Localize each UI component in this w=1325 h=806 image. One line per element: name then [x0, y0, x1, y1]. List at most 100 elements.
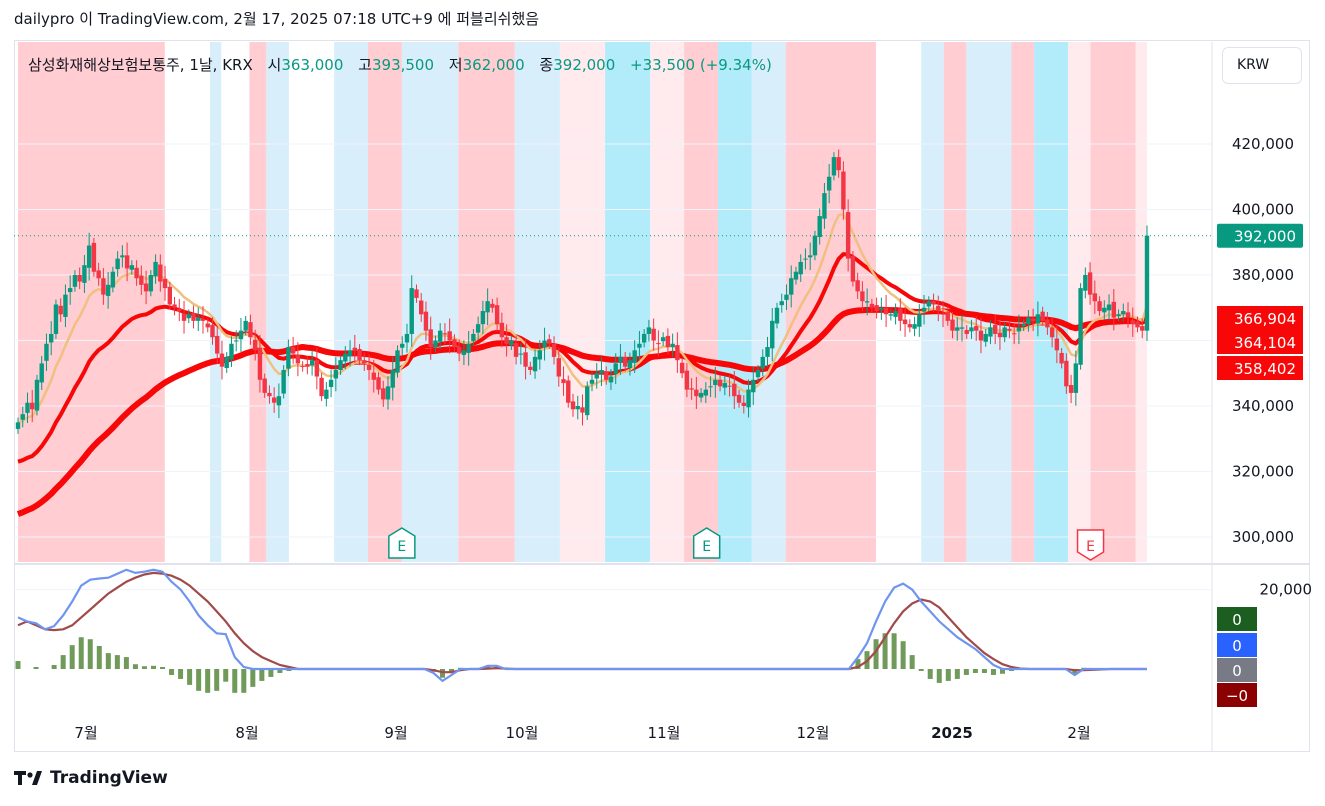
candle-body [902, 319, 908, 325]
candle-body [509, 340, 514, 346]
ma-long-line [16, 306, 1149, 517]
time-tick-label: 8월 [235, 724, 258, 742]
tradingview-footer: TradingView [14, 768, 168, 788]
candle-body [566, 380, 571, 403]
regime-band [785, 42, 877, 562]
candle-body [622, 356, 628, 367]
candle-body [475, 324, 481, 333]
candle-body [855, 280, 860, 292]
macd-histogram-bar [223, 669, 229, 682]
candle-body [879, 307, 884, 310]
candle-body [385, 386, 391, 400]
candle-body [200, 318, 206, 321]
candle-body [238, 330, 244, 340]
candle-body [234, 340, 239, 342]
candle-body [575, 406, 580, 410]
regime-band [684, 42, 718, 562]
low-label: 저 [448, 56, 463, 74]
candle-body [912, 324, 917, 329]
candle-body [177, 309, 182, 312]
candle-body [608, 376, 614, 383]
candle-body [1007, 328, 1012, 331]
earnings-marker[interactable]: E [1076, 529, 1105, 561]
candle-body [532, 356, 538, 372]
candle-body [257, 347, 263, 380]
candle-body [826, 176, 832, 191]
candle-body [651, 328, 656, 341]
price-tick-label: 320,000 [1232, 463, 1294, 481]
candle-body [845, 212, 851, 259]
chart-frame[interactable] [14, 40, 1310, 752]
last-price-label: 392,000 [1234, 228, 1296, 246]
open-value: 363,000 [281, 56, 344, 74]
macd-histogram-bar [69, 645, 75, 669]
earnings-badge-label: E [397, 539, 406, 555]
candle-body [860, 291, 865, 302]
candle-body [1045, 319, 1050, 328]
candle-body [841, 171, 846, 210]
candle-body [945, 311, 950, 321]
macd-value-badge [1217, 683, 1257, 707]
regime-band [209, 42, 222, 562]
candle-body [110, 271, 116, 288]
candle-body [53, 304, 59, 334]
candle-body [139, 275, 144, 285]
candle-body [362, 360, 367, 364]
candle-body [807, 255, 813, 258]
candle-body [551, 343, 557, 357]
candle-body [950, 319, 955, 331]
macd-histogram-bar [96, 645, 102, 669]
candle-body [755, 369, 761, 378]
candle-body [1092, 293, 1098, 302]
candle-body [352, 347, 358, 351]
candle-body [765, 347, 770, 357]
candle-body [940, 313, 946, 315]
ma-value-badge [1217, 306, 1303, 330]
macd-histogram-bar [855, 659, 861, 669]
candle-body [708, 386, 713, 388]
candle-body [1144, 235, 1150, 331]
earnings-marker[interactable]: E [388, 527, 416, 559]
candle-body [898, 308, 903, 321]
candle-body [561, 379, 566, 384]
macd-value-badge [1217, 658, 1257, 682]
candle-body [679, 362, 685, 374]
candle-body [25, 402, 30, 413]
candle-body [248, 322, 253, 338]
macd-histogram-bar [169, 669, 175, 675]
candle-body [39, 363, 44, 383]
regime-band [334, 42, 368, 562]
price-tick-label: 340,000 [1232, 397, 1294, 415]
candle-body [694, 389, 699, 397]
macd-histogram-bar [918, 669, 924, 671]
candle-body [869, 303, 875, 308]
candle-body [959, 327, 965, 329]
macd-tick-label: 20,000 [1260, 581, 1313, 599]
currency-button[interactable]: KRW [1222, 47, 1302, 84]
macd-line [17, 568, 1147, 683]
candle-body [219, 353, 225, 367]
candle-body [670, 343, 675, 348]
candle-body [888, 314, 894, 316]
earnings-badge-shape [692, 527, 721, 559]
regime-band [966, 42, 1012, 562]
macd-histogram-bar [105, 653, 111, 669]
candle-body [585, 386, 590, 416]
candle-body [433, 340, 438, 348]
candle-body [1111, 301, 1116, 318]
earnings-marker[interactable]: E [692, 527, 721, 559]
macd-histogram-bar [205, 669, 211, 693]
candle-body [366, 364, 372, 370]
candle-body [523, 352, 528, 367]
candle-body [124, 255, 130, 269]
candle-body [632, 350, 637, 363]
candle-body [921, 307, 927, 312]
candle-body [442, 333, 448, 335]
symbol-title: 삼성화재해상보험보통주, 1날, KRX [28, 56, 253, 74]
candle-body [1140, 326, 1145, 331]
candle-body [703, 389, 709, 396]
candle-body [338, 360, 343, 370]
candle-body [148, 275, 154, 292]
macd-histogram-bar [87, 639, 93, 669]
